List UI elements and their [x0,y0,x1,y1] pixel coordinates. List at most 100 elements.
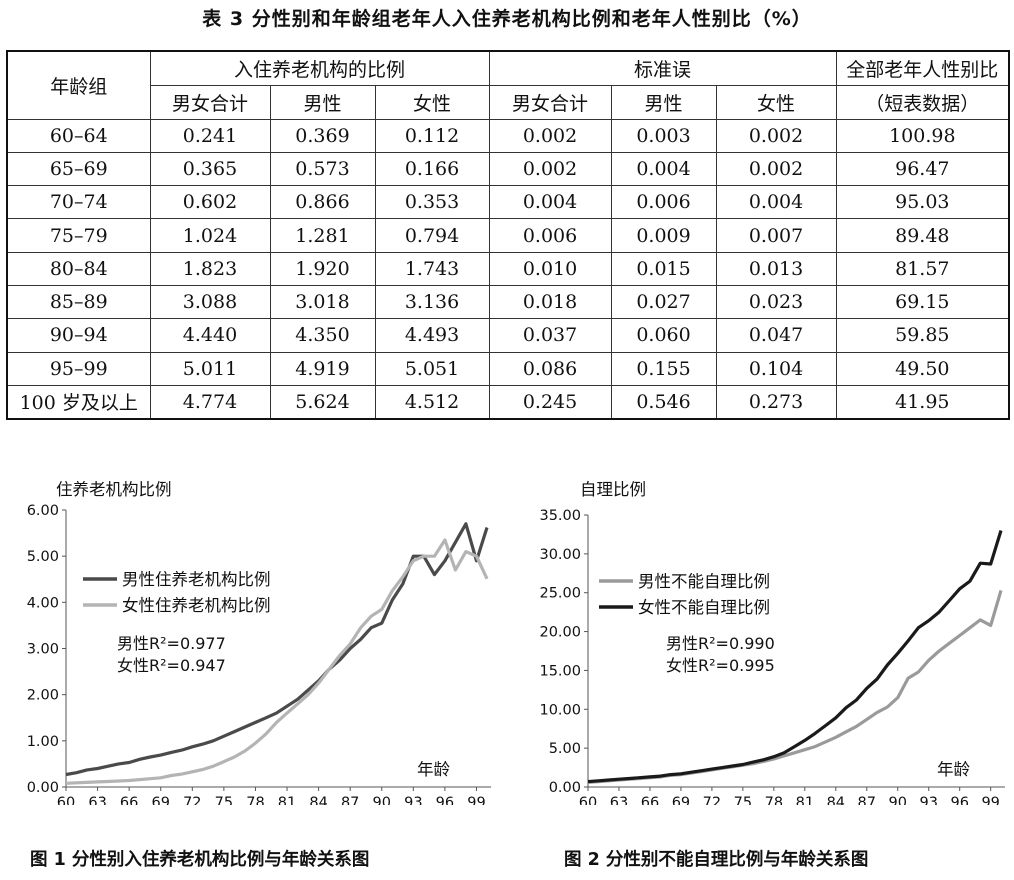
age-cell: 100 岁及以上 [6,384,151,420]
value-cell: 4.440 [149,318,271,353]
value-cell: 0.003 [610,118,717,153]
x-tick-label: 63 [610,795,628,805]
value-cell: 81.57 [835,251,1010,286]
value-cell: 49.50 [835,351,1010,386]
value-cell: 0.573 [269,151,376,187]
value-cell: 0.004 [488,185,612,220]
subheader-se-male: 男性 [610,84,717,120]
x-tick-label: 60 [57,795,75,805]
value-cell: 0.002 [488,118,612,153]
x-tick-label: 84 [309,795,327,805]
y-tick-label: 35.00 [539,508,581,524]
value-cell: 0.866 [269,185,376,220]
x-tick-label: 87 [341,795,359,805]
series-line-2 [587,530,1003,784]
table-body: 60–64 0.241 0.369 0.112 0.002 0.003 0.002 100.9… [6,118,1010,420]
age-cell: 70–74 [6,185,151,220]
y-tick-label: 15.00 [539,663,581,679]
x-tick-label: 93 [404,795,422,805]
value-cell: 0.010 [488,251,612,286]
value-cell: 0.602 [149,185,271,220]
x-tick-label: 93 [919,795,937,805]
y-tick-label: 25.00 [539,586,581,602]
y-tick-label: 0.00 [27,780,59,796]
x-tick-label: 81 [796,795,814,805]
data-table: 年龄组 入住养老机构的比例 标准误 全部老年人性别比 男女合计 男性 女性 男女… [6,50,1011,420]
x-tick-label: 90 [889,795,907,805]
value-cell: 1.743 [374,251,490,286]
value-cell: 0.546 [610,384,717,420]
y-tick-label: 4.00 [27,595,59,611]
header-institution-ratio: 入住养老机构的比例 [149,50,490,86]
y-tick-label: 5.00 [27,549,59,565]
value-cell: 0.086 [488,351,612,386]
value-cell: 0.002 [715,118,837,153]
value-cell: 0.018 [488,284,612,320]
value-cell: 0.037 [488,318,612,353]
x-tick-label: 78 [246,795,264,805]
value-cell: 0.006 [488,218,612,253]
value-cell: 0.013 [715,251,837,286]
value-cell: 0.155 [610,351,717,386]
value-cell: 0.027 [610,284,717,320]
age-cell: 85–89 [6,284,151,320]
value-cell: 3.018 [269,284,376,320]
value-cell: 0.047 [715,318,837,353]
legend-label: 女性不能自理比例 [638,598,770,617]
value-cell: 0.006 [610,185,717,220]
value-cell: 4.919 [269,351,376,386]
r-squared-annotation: 女性R²=0.995 [666,656,775,675]
value-cell: 5.051 [374,351,490,386]
y-tick-label: 30.00 [539,547,581,563]
series-line-2 [65,538,489,785]
x-tick-label: 99 [467,795,485,805]
value-cell: 1.024 [149,218,271,253]
x-tick-label: 96 [950,795,968,805]
value-cell: 0.273 [715,384,837,420]
subheader-short-form: （短表数据） [835,84,1010,120]
y-axis-label: 自理比例 [580,480,646,499]
x-tick-label: 84 [827,795,845,805]
y-tick-label: 0.00 [549,780,581,796]
value-cell: 96.47 [835,151,1010,187]
x-tick-label: 72 [183,795,201,805]
legend-label: 女性住养老机构比例 [122,596,271,615]
x-tick-label: 75 [215,795,233,805]
x-tick-label: 90 [373,795,391,805]
figure-caption-1: 图 1 分性别入住养老机构比例与年龄关系图 [30,850,370,870]
table-row: 100 岁及以上 4.774 5.624 4.512 0.245 0.546 0.273 41… [6,384,1010,420]
x-tick-label: 96 [436,795,454,805]
series-line-1 [587,589,1003,784]
age-cell: 60–64 [6,118,151,153]
x-tick-label: 66 [641,795,659,805]
subheader-se-total: 男女合计 [488,84,612,120]
y-tick-label: 6.00 [27,503,59,519]
value-cell: 0.794 [374,218,490,253]
value-cell: 0.112 [374,118,490,153]
value-cell: 0.004 [610,151,717,187]
value-cell: 41.95 [835,384,1010,420]
legend-label: 男性不能自理比例 [638,572,770,591]
table-row: 90–94 4.440 4.350 4.493 0.037 0.060 0.047 59.85 [6,318,1010,353]
value-cell: 0.002 [715,151,837,187]
value-cell: 69.15 [835,284,1010,320]
header-age-group: 年龄组 [6,50,151,120]
x-tick-label: 78 [765,795,783,805]
y-tick-label: 20.00 [539,625,581,641]
x-tick-label: 63 [88,795,106,805]
age-cell: 90–94 [6,318,151,353]
value-cell: 4.774 [149,384,271,420]
y-tick-label: 3.00 [27,642,59,658]
value-cell: 5.624 [269,384,376,420]
value-cell: 5.011 [149,351,271,386]
value-cell: 0.245 [488,384,612,420]
header-sex-ratio: 全部老年人性别比 [835,50,1010,86]
age-cell: 75–79 [6,218,151,253]
value-cell: 3.088 [149,284,271,320]
value-cell: 0.060 [610,318,717,353]
value-cell: 0.007 [715,218,837,253]
value-cell: 89.48 [835,218,1010,253]
value-cell: 59.85 [835,318,1010,353]
value-cell: 0.023 [715,284,837,320]
x-axis-label: 年龄 [417,760,451,779]
